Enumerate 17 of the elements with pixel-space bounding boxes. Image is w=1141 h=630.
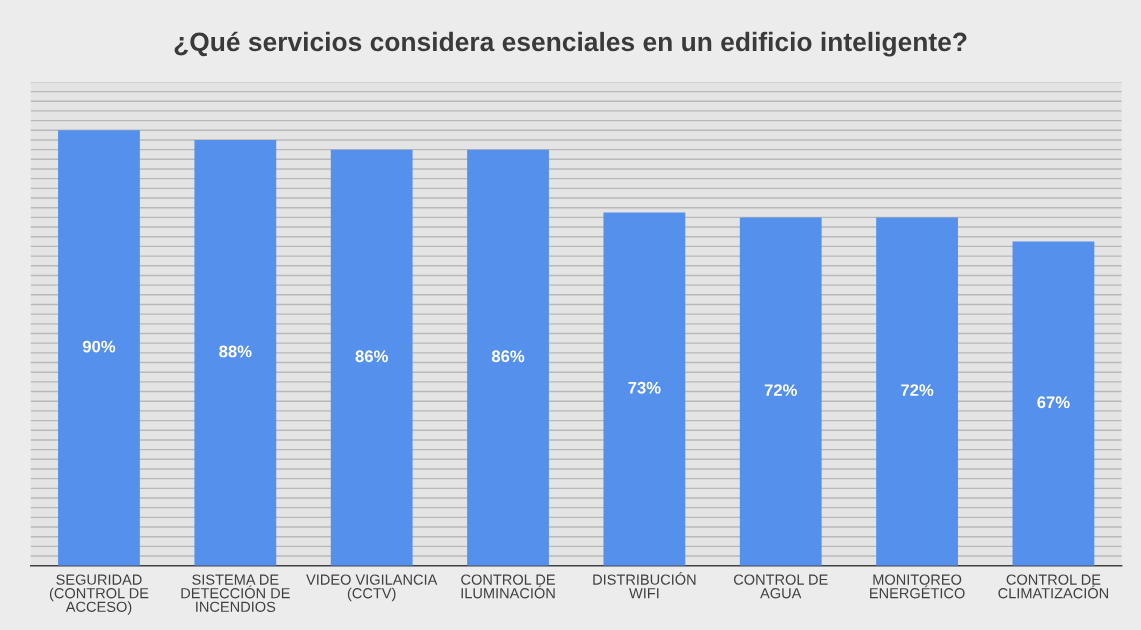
x-tick-label: DISTRIBUCIÓN WIFI	[593, 572, 696, 599]
x-tick-label: CONTROL DE CLIMATIZACIÓN	[998, 574, 1109, 599]
chart-title: ¿Qué servicios considera esenciales en un edificio inteligente?	[174, 31, 967, 57]
x-tick-label: CONTROL DE AGUA	[733, 574, 828, 599]
data-label: 86%	[355, 350, 388, 363]
data-label: 67%	[1037, 396, 1070, 409]
data-label: 73%	[628, 381, 661, 394]
x-tick-label: SEGURIDAD (CONTROL DE ACCESO)	[49, 574, 149, 615]
x-tick-label: SISTEMA DE DETECCIÓN DE INCENDIOS	[181, 574, 290, 612]
data-label: 72%	[901, 384, 934, 396]
x-tick-label: MONITOREO ENERGÉTICO	[870, 574, 965, 599]
data-label: 86%	[491, 350, 525, 363]
data-label: 88%	[219, 345, 252, 358]
x-tick-label: CONTROL DE ILUMINACIÓN	[461, 574, 555, 599]
data-label: 72%	[764, 384, 797, 396]
x-tick-label: VIDEO VIGILANCIA (CCTV)	[306, 574, 438, 602]
data-label: 90%	[82, 340, 116, 353]
